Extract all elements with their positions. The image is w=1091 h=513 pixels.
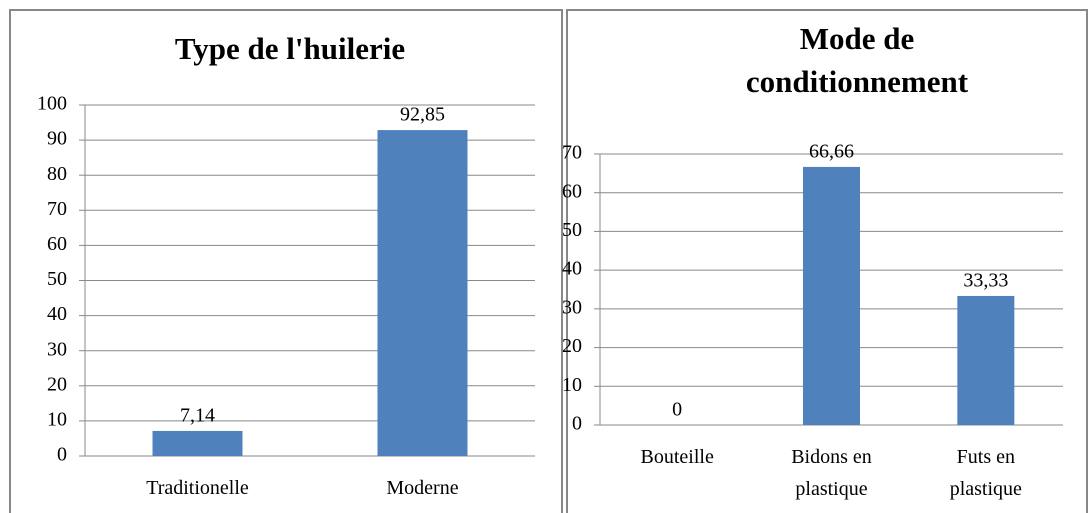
bar [803,166,860,425]
y-tick-label: 30 [47,338,67,360]
y-tick-label: 10 [562,374,582,396]
y-tick-label: 60 [47,233,67,255]
data-label: 92,85 [400,104,445,126]
y-tick-label: 20 [562,335,582,357]
bar [377,130,468,456]
chart-frame [9,9,563,513]
y-tick-label: 0 [57,444,67,466]
y-tick-label: 10 [47,408,67,430]
y-tick-label: 60 [562,180,582,202]
y-tick-label: 70 [562,142,582,164]
y-tick-label: 90 [47,128,67,150]
y-tick-label: 50 [47,268,67,290]
y-tick-label: 0 [572,413,582,435]
data-label: 0 [672,399,682,421]
chart-title: Mode de conditionnement [746,21,969,99]
x-tick-label: Traditionelle [146,477,249,499]
y-tick-label: 100 [37,93,67,115]
y-tick-label: 70 [47,198,67,220]
y-tick-label: 20 [47,373,67,395]
data-label: 66,66 [809,141,854,163]
bar [152,430,243,456]
x-tick-label: Bouteille [641,446,714,468]
y-tick-label: 40 [562,258,582,280]
y-tick-label: 40 [47,303,67,325]
y-tick-label: 50 [562,219,582,241]
y-tick-label: 30 [562,296,582,318]
x-tick-label: Bidons en plastique [791,446,872,500]
data-label: 33,33 [963,270,1008,292]
data-label: 7,14 [180,405,215,427]
x-tick-label: Moderne [386,477,458,499]
y-tick-label: 80 [47,163,67,185]
bar [957,295,1015,425]
x-tick-label: Futs en plastique [950,446,1022,500]
chart-title: Type de l'huilerie [175,31,405,66]
